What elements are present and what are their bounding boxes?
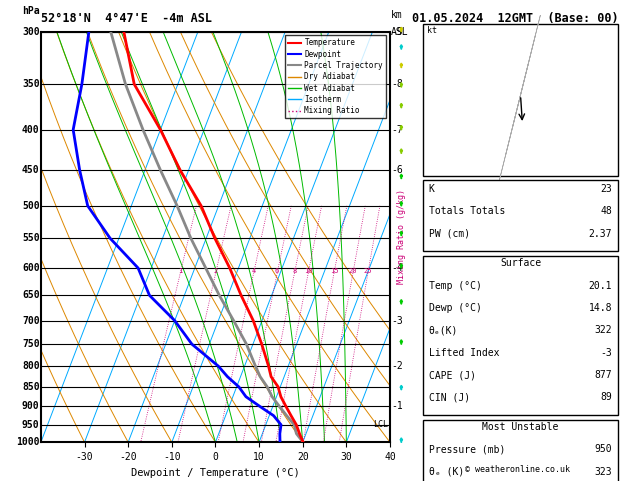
Text: -8: -8 [391,79,403,89]
Text: 2: 2 [213,268,218,274]
Text: PW (cm): PW (cm) [429,229,470,239]
Text: 450: 450 [22,165,40,175]
Text: 323: 323 [594,467,612,477]
Text: 300: 300 [22,27,40,36]
Text: K: K [429,184,435,194]
Text: -9: -9 [391,27,403,36]
Text: 350: 350 [22,79,40,89]
Text: -3: -3 [391,315,403,326]
Text: Most Unstable: Most Unstable [482,422,559,432]
Text: 01.05.2024  12GMT  (Base: 00): 01.05.2024 12GMT (Base: 00) [412,12,618,25]
Text: 23: 23 [601,184,612,194]
Text: 4: 4 [252,268,255,274]
Text: 950: 950 [594,444,612,454]
Bar [423,180,618,251]
Text: CAPE (J): CAPE (J) [429,370,476,380]
Text: 600: 600 [22,263,40,273]
Text: 2.37: 2.37 [589,229,612,239]
Text: Lifted Index: Lifted Index [429,347,499,358]
Text: -1: -1 [391,401,403,411]
Text: hPa: hPa [22,6,40,16]
Text: © weatheronline.co.uk: © weatheronline.co.uk [465,465,570,474]
Text: Dewp (°C): Dewp (°C) [429,303,482,313]
Text: 950: 950 [22,420,40,430]
Text: 14.8: 14.8 [589,303,612,313]
Text: Totals Totals: Totals Totals [429,207,505,216]
Bar [423,24,618,175]
Text: 1000: 1000 [16,437,40,447]
Text: 8: 8 [292,268,296,274]
Text: Surface: Surface [500,258,541,268]
Text: 500: 500 [22,201,40,211]
Bar [423,419,618,486]
Text: 400: 400 [22,125,40,135]
Text: 900: 900 [22,401,40,411]
Text: 6: 6 [275,268,279,274]
Text: kt: kt [426,26,437,35]
Text: -2: -2 [391,361,403,371]
Text: 800: 800 [22,361,40,371]
Text: 48: 48 [601,207,612,216]
Text: 20.1: 20.1 [589,280,612,291]
Text: Temp (°C): Temp (°C) [429,280,482,291]
Text: Pressure (mb): Pressure (mb) [429,444,505,454]
Text: CIN (J): CIN (J) [429,393,470,402]
Text: 650: 650 [22,290,40,300]
Text: 20: 20 [348,268,357,274]
Text: 1: 1 [178,268,182,274]
Text: km: km [391,10,403,20]
Text: -7: -7 [391,125,403,135]
Legend: Temperature, Dewpoint, Parcel Trajectory, Dry Adiabat, Wet Adiabat, Isotherm, Mi: Temperature, Dewpoint, Parcel Trajectory… [284,35,386,118]
Text: 550: 550 [22,233,40,243]
Text: 322: 322 [594,325,612,335]
Text: LCL: LCL [373,420,388,429]
Text: 10: 10 [304,268,313,274]
Text: 25: 25 [364,268,372,274]
Text: 877: 877 [594,370,612,380]
Text: θₑ (K): θₑ (K) [429,467,464,477]
Text: 850: 850 [22,382,40,392]
Bar [423,256,618,415]
X-axis label: Dewpoint / Temperature (°C): Dewpoint / Temperature (°C) [131,468,300,478]
Text: 750: 750 [22,339,40,349]
Text: 15: 15 [330,268,338,274]
Text: θₑ(K): θₑ(K) [429,325,459,335]
Text: 700: 700 [22,315,40,326]
Text: 89: 89 [601,393,612,402]
Text: -4: -4 [391,263,403,273]
Text: -6: -6 [391,165,403,175]
Text: Mixing Ratio (g/kg): Mixing Ratio (g/kg) [396,190,406,284]
Text: 52°18'N  4°47'E  -4m ASL: 52°18'N 4°47'E -4m ASL [41,12,212,25]
Text: ASL: ASL [391,27,409,36]
Text: -3: -3 [601,347,612,358]
